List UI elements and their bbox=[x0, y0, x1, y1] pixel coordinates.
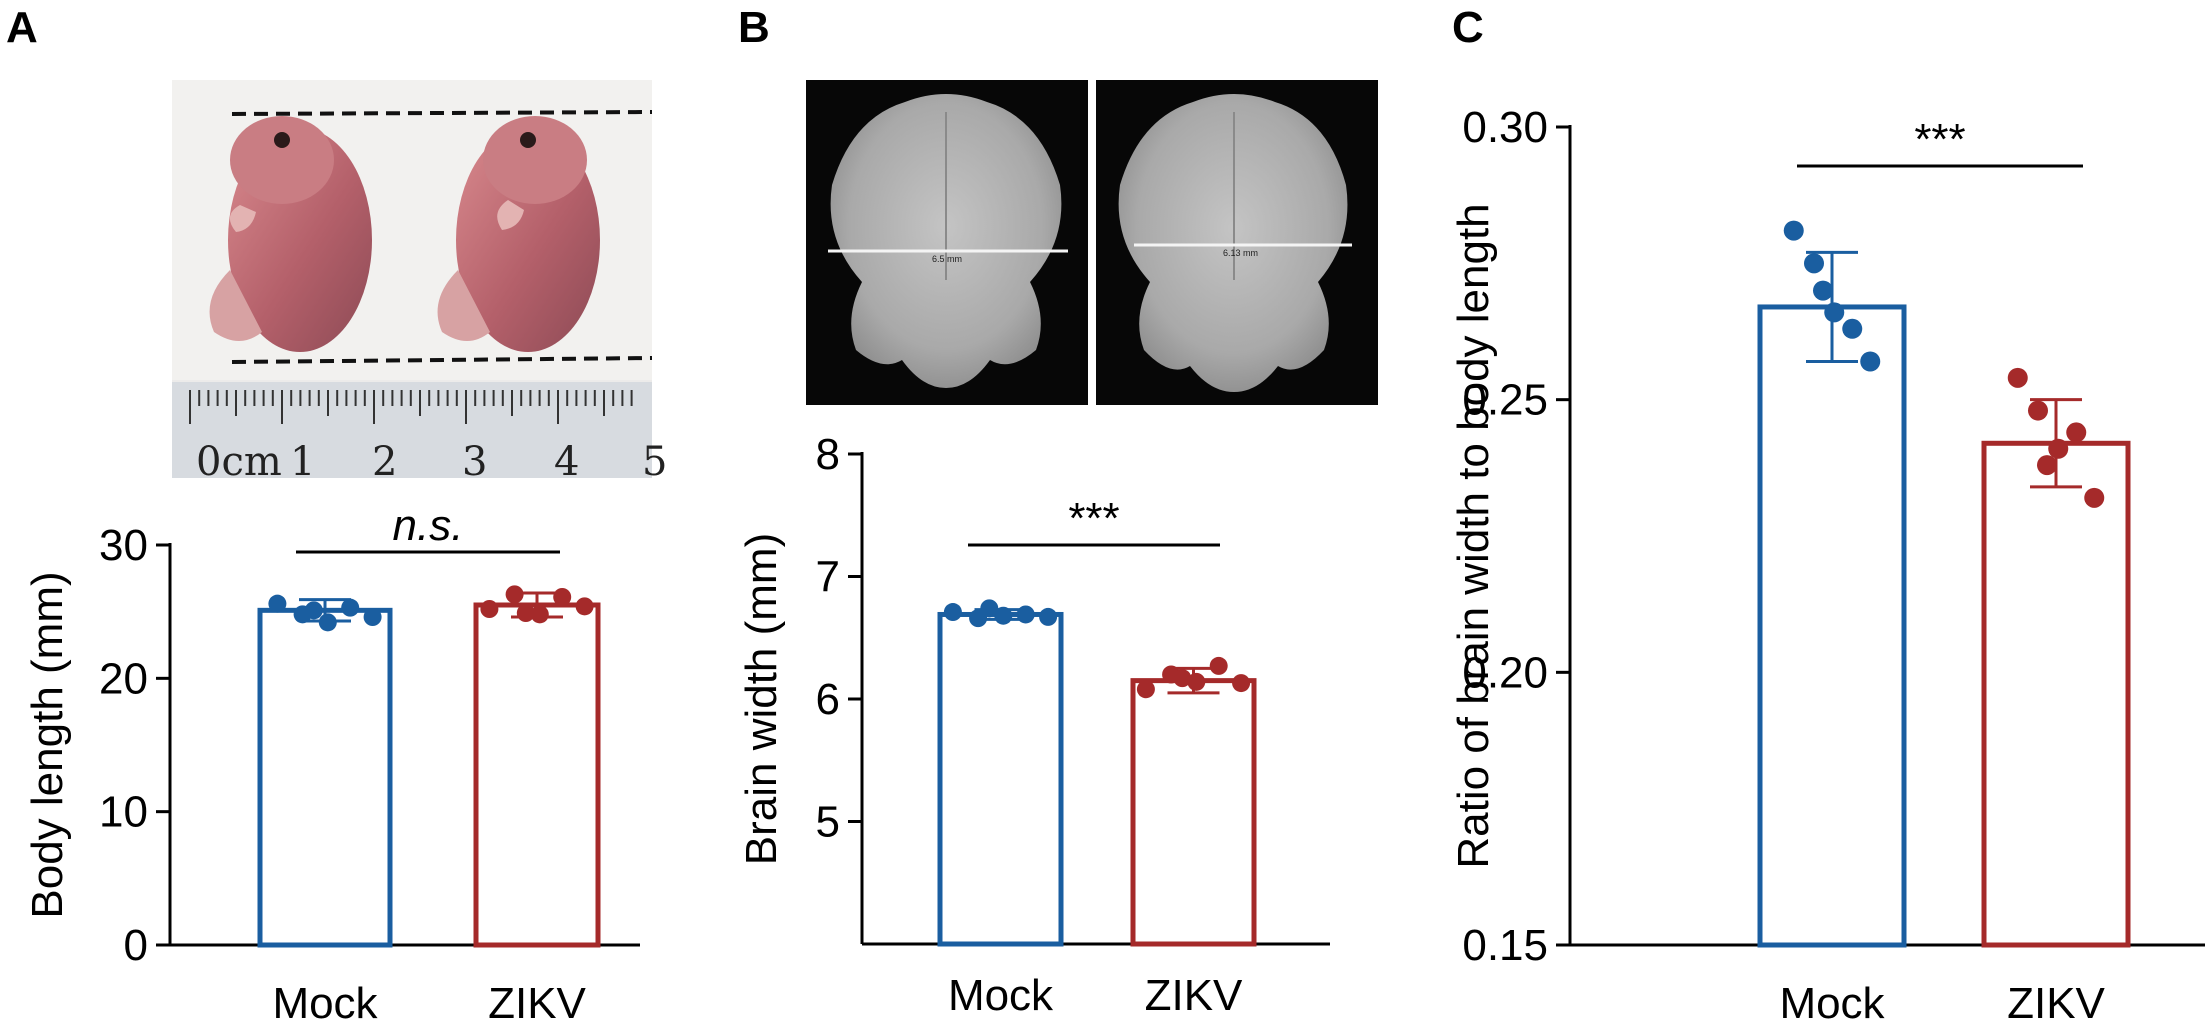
bar-mock bbox=[257, 607, 393, 948]
pup-photo: 0cm 1 2 3 4 5 bbox=[172, 80, 667, 485]
y-tick-label: 0.20 bbox=[1462, 648, 1548, 697]
chart-body-length: 0 10 20 30 Body length (mm) Mock ZIKV n.s. bbox=[23, 501, 640, 1028]
data-point bbox=[304, 601, 323, 620]
data-point bbox=[1842, 318, 1863, 339]
data-point bbox=[1232, 674, 1251, 693]
significance-label: *** bbox=[1068, 494, 1119, 543]
data-point bbox=[1187, 672, 1206, 691]
ruler-label: 3 bbox=[462, 439, 487, 485]
data-point bbox=[1783, 220, 1804, 241]
data-point bbox=[2066, 422, 2087, 443]
data-point bbox=[2007, 367, 2028, 388]
bar-zikv bbox=[1981, 440, 2131, 948]
ruler-label: 1 bbox=[290, 439, 315, 485]
x-tick-label: ZIKV bbox=[488, 979, 586, 1028]
y-tick-label: 20 bbox=[99, 654, 148, 703]
ruler-label: 0cm bbox=[196, 439, 282, 485]
data-point bbox=[2037, 455, 2057, 476]
chart-ratio: 0.15 0.20 0.25 0.30 Ratio of brain width to … bbox=[1449, 103, 2205, 1028]
pup-zikv-image bbox=[437, 116, 600, 352]
data-point bbox=[530, 605, 549, 624]
data-point bbox=[1173, 669, 1192, 688]
x-tick-label: Mock bbox=[272, 979, 378, 1028]
data-point bbox=[363, 608, 382, 626]
x-tick-label: Mock bbox=[948, 971, 1054, 1020]
pup-mock-image bbox=[209, 116, 372, 352]
y-tick-label: 0.30 bbox=[1462, 103, 1548, 152]
brain-scale-text-zikv: 6.13 mm bbox=[1223, 248, 1258, 258]
x-tick-label: ZIKV bbox=[2007, 979, 2105, 1028]
panel-letter-a: A bbox=[6, 3, 38, 52]
data-point bbox=[1136, 680, 1155, 699]
data-point bbox=[318, 613, 337, 632]
data-point bbox=[943, 603, 962, 622]
data-point bbox=[2028, 400, 2048, 421]
y-tick-label: 0 bbox=[124, 921, 148, 970]
significance-label: *** bbox=[1914, 115, 1965, 164]
y-tick-label: 30 bbox=[99, 521, 148, 570]
y-tick-label: 0.25 bbox=[1462, 376, 1548, 425]
y-tick-label: 7 bbox=[816, 553, 840, 602]
data-point bbox=[1209, 656, 1228, 675]
data-point bbox=[341, 598, 360, 617]
bar-zikv bbox=[1130, 678, 1257, 947]
y-tick-label: 6 bbox=[816, 675, 840, 724]
bar-mock bbox=[937, 611, 1064, 947]
ruler-label: 2 bbox=[372, 439, 397, 485]
y-tick-label: 10 bbox=[99, 788, 148, 837]
data-point bbox=[553, 588, 572, 606]
data-point bbox=[1039, 607, 1058, 626]
panel-letter-c: C bbox=[1452, 3, 1484, 52]
data-point bbox=[1016, 605, 1035, 624]
data-point bbox=[516, 604, 535, 622]
data-point bbox=[268, 594, 287, 613]
ruler-label: 5 bbox=[642, 439, 667, 485]
panel-letter-b: B bbox=[738, 3, 770, 52]
x-tick-label: Mock bbox=[1779, 979, 1885, 1028]
significance-label: n.s. bbox=[393, 501, 464, 550]
y-tick-label: 8 bbox=[816, 430, 840, 479]
data-point bbox=[980, 599, 999, 618]
data-point bbox=[2084, 487, 2105, 508]
data-point bbox=[1813, 280, 1833, 301]
x-tick-label: ZIKV bbox=[1145, 971, 1243, 1020]
y-tick-label: 0.15 bbox=[1462, 921, 1548, 970]
data-point bbox=[1824, 302, 1845, 323]
y-axis-label: Brain width (mm) bbox=[737, 533, 786, 866]
bar-mock bbox=[1757, 304, 1907, 948]
data-point bbox=[1804, 253, 1824, 274]
data-point bbox=[2048, 438, 2069, 459]
bar-zikv bbox=[473, 602, 601, 948]
y-axis-label: Ratio of brain width to body length bbox=[1449, 203, 1498, 868]
data-point bbox=[994, 606, 1013, 625]
brain-scale-text-mock: 6.5 mm bbox=[932, 254, 962, 264]
chart-brain-width: 5 6 7 8 Brain width (mm) Mock ZIKV *** bbox=[737, 430, 1330, 1020]
brain-photo-zikv: 6.13 mm bbox=[1096, 80, 1378, 405]
ruler-label: 4 bbox=[554, 439, 579, 485]
data-point bbox=[505, 585, 524, 604]
ruler: 0cm 1 2 3 4 5 bbox=[172, 382, 667, 485]
brain-photo-mock: 6.5 mm bbox=[806, 80, 1088, 405]
y-tick-label: 5 bbox=[816, 798, 840, 847]
data-point bbox=[1860, 351, 1881, 372]
data-point bbox=[575, 597, 594, 616]
data-point bbox=[480, 600, 499, 618]
y-axis-label: Body length (mm) bbox=[23, 571, 72, 918]
